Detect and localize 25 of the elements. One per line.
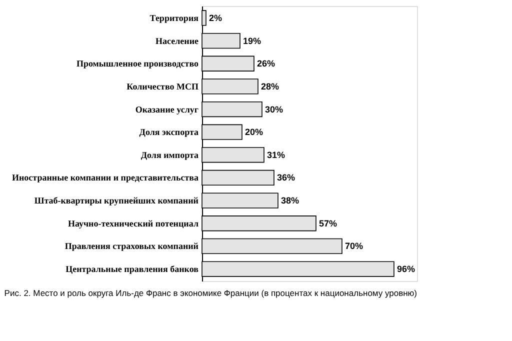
data-label: 70% [344, 241, 363, 252]
y-tick-label: Центральные правления банков [66, 264, 199, 274]
data-label: 38% [280, 196, 299, 206]
y-tick-label: Иностранные компании и представительства [12, 172, 199, 183]
y-tick-label: Количество МСП [126, 81, 198, 92]
data-label: 31% [266, 150, 286, 160]
data-label: 19% [242, 36, 262, 46]
y-tick-label: Промышленное производство [76, 58, 199, 69]
y-tick-label: Доля импорта [140, 150, 199, 160]
data-label: 57% [318, 218, 337, 228]
text: Рис. 2. Место и роль округа Иль-де Франс в экономике Франции (в процентах к национальному уровню) [4, 288, 418, 298]
y-tick-label: Штаб-квартиры крупнейших компаний [34, 196, 198, 206]
y-tick-label: Научно-технический потенциал [68, 218, 198, 228]
y-tick-label: Оказание услуг [135, 104, 198, 114]
data-label: 26% [256, 58, 276, 69]
data-label: 36% [276, 172, 295, 183]
y-tick-label: Правления страховых компаний [64, 241, 198, 252]
y-tick-label: Население [155, 36, 198, 46]
data-label: 30% [264, 104, 284, 114]
y-tick-label: Территория [150, 12, 199, 23]
data-label: 96% [396, 264, 415, 274]
data-label: 28% [260, 81, 280, 92]
y-tick-label: Доля экспорта [139, 127, 199, 138]
data-label: 20% [244, 127, 264, 138]
data-label: 2% [209, 12, 222, 23]
